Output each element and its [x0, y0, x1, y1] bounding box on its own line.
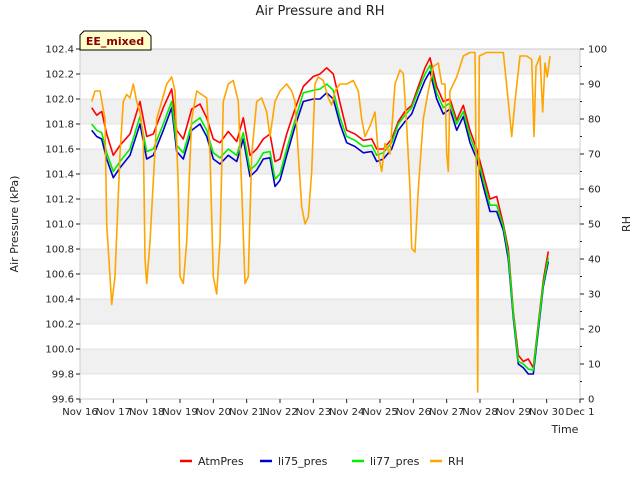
x-tick-label: Nov 28: [462, 407, 497, 418]
y-tick-label: 101.2: [45, 195, 74, 206]
y2-axis-ticks: 0 10 20 30 40 50 60 70 80 90 100: [580, 45, 607, 406]
x-tick-label: Nov 30: [529, 407, 564, 418]
y-tick-label: 101.4: [45, 170, 74, 181]
x-tick-label: Dec 1: [566, 407, 595, 418]
y-tick-label: 100.6: [45, 270, 74, 281]
chart-title: Air Pressure and RH: [255, 4, 384, 19]
y-tick-label: 100.8: [45, 245, 74, 256]
y2-tick-label: 60: [588, 185, 601, 196]
x-tick-label: Nov 16: [62, 407, 97, 418]
badge-label: EE_mixed: [86, 35, 144, 48]
y2-tick-label: 10: [588, 360, 601, 371]
x-tick-label: Nov 29: [496, 407, 531, 418]
y2-tick-label: 80: [588, 115, 601, 126]
y-axis-ticks: 99.6 99.8 100.0 100.2 100.4 100.6 100.8 101.0 10…: [45, 45, 80, 406]
badge-box: [79, 30, 152, 51]
y-tick-label: 100.4: [45, 295, 74, 306]
series-line-rh: [90, 51, 551, 393]
x-tick-label: Nov 27: [429, 407, 464, 418]
x-tick-label: Nov 26: [396, 407, 431, 418]
plot-band: [80, 199, 580, 224]
y-tick-label: 102.4: [45, 45, 74, 56]
legend-label-li75_pres: li75_pres: [278, 455, 328, 468]
gridlines: [80, 48, 580, 400]
legend-label-atmpres: AtmPres: [198, 455, 244, 468]
y2-tick-label: 0: [588, 395, 594, 406]
y2-tick-label: 40: [588, 255, 601, 266]
x-tick-label: Nov 22: [262, 407, 297, 418]
x-tick-label: Nov 19: [162, 407, 197, 418]
y-tick-label: 99.8: [52, 370, 74, 381]
series-lines: [90, 51, 551, 393]
x-tick-label: Nov 25: [362, 407, 397, 418]
y-axis-label: Air Pressure (kPa): [8, 176, 21, 273]
y-tick-label: 99.6: [52, 395, 74, 406]
x-axis-label: Time: [551, 423, 579, 436]
x-tick-label: Nov 21: [229, 407, 264, 418]
y-tick-label: 100.0: [45, 345, 74, 356]
legend-label-rh: RH: [448, 455, 464, 468]
x-tick-label: Nov 24: [329, 407, 364, 418]
y-tick-label: 101.0: [45, 220, 74, 231]
x-tick-label: Nov 17: [96, 407, 131, 418]
x-tick-label: Nov 18: [129, 407, 164, 418]
y-tick-label: 101.8: [45, 120, 74, 131]
y-tick-label: 102.0: [45, 95, 74, 106]
plot-band: [80, 349, 580, 374]
plot-background-bands: [80, 49, 580, 374]
x-tick-label: Nov 20: [196, 407, 231, 418]
y-tick-label: 101.6: [45, 145, 74, 156]
plot-band: [80, 149, 580, 174]
badge: EE_mixed: [79, 30, 152, 51]
y-tick-label: 102.2: [45, 70, 74, 81]
plot-band: [80, 249, 580, 274]
y2-tick-label: 50: [588, 220, 601, 231]
series-line-li77_pres: [91, 64, 550, 371]
y2-tick-label: 20: [588, 325, 601, 336]
series-line-atmpres: [91, 57, 550, 369]
plot-band: [80, 299, 580, 324]
legend-label-li77_pres: li77_pres: [370, 455, 420, 468]
y2-tick-label: 70: [588, 150, 601, 161]
y2-tick-label: 30: [588, 290, 601, 301]
y-tick-label: 100.2: [45, 320, 74, 331]
legend: AtmPres li75_pres li77_pres RH: [180, 455, 464, 468]
y2-tick-label: 100: [588, 45, 607, 56]
y2-axis-label: RH: [620, 216, 633, 232]
y2-tick-label: 90: [588, 80, 601, 91]
x-tick-label: Nov 23: [296, 407, 331, 418]
